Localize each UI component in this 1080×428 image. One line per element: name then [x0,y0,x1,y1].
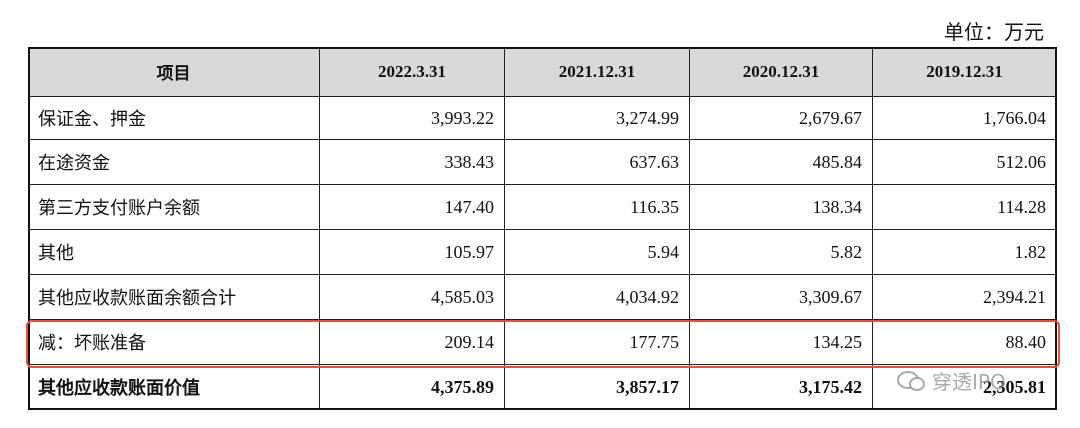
row-label: 在途资金 [28,140,320,185]
row-label: 其他 [28,230,320,275]
value-cell: 3,274.99 [505,97,690,140]
value-cell: 209.14 [320,320,505,365]
value-cell: 3,993.22 [320,97,505,140]
unit-label: 单位：万元 [944,22,1044,44]
value-cell: 1,766.04 [873,97,1057,140]
value-cell: 2,679.67 [690,97,873,140]
value-cell: 2,394.21 [873,275,1057,320]
value-cell: 116.35 [505,185,690,230]
header-cell: 项目 [28,47,320,97]
header-cell: 2022.3.31 [320,47,505,97]
value-cell: 4,034.92 [505,275,690,320]
value-cell: 3,309.67 [690,275,873,320]
header-cell: 2021.12.31 [505,47,690,97]
row-label: 减：坏账准备 [28,320,320,365]
value-cell: 114.28 [873,185,1057,230]
value-cell: 5.94 [505,230,690,275]
value-cell: 3,175.42 [690,365,873,410]
value-cell: 3,857.17 [505,365,690,410]
row-label: 保证金、押金 [28,97,320,140]
row-label: 其他应收款账面价值 [28,365,320,410]
value-cell: 4,585.03 [320,275,505,320]
header-cell: 2019.12.31 [873,47,1057,97]
row-label: 第三方支付账户余额 [28,185,320,230]
value-cell: 485.84 [690,140,873,185]
value-cell: 637.63 [505,140,690,185]
value-cell: 1.82 [873,230,1057,275]
header-cell: 2020.12.31 [690,47,873,97]
value-cell: 5.82 [690,230,873,275]
value-cell: 147.40 [320,185,505,230]
value-cell: 134.25 [690,320,873,365]
value-cell: 338.43 [320,140,505,185]
value-cell: 105.97 [320,230,505,275]
value-cell: 138.34 [690,185,873,230]
value-cell: 177.75 [505,320,690,365]
value-cell: 512.06 [873,140,1057,185]
watermark: 穿透IPO [896,366,1006,395]
value-cell: 88.40 [873,320,1057,365]
watermark-text: 穿透IPO [932,370,1006,394]
row-label: 其他应收款账面余额合计 [28,275,320,320]
value-cell: 4,375.89 [320,365,505,410]
watermark-icon [897,370,925,391]
